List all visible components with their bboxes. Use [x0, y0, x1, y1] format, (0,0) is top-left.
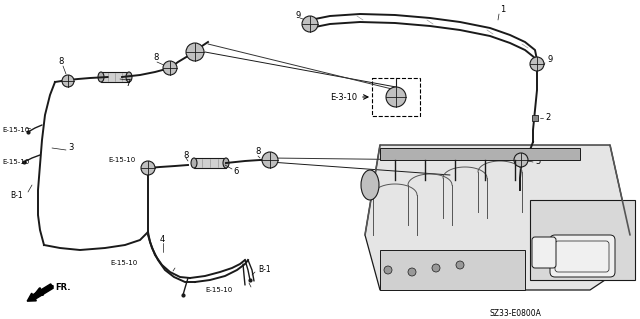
Text: B-1: B-1: [258, 265, 271, 275]
Circle shape: [432, 264, 440, 272]
Circle shape: [408, 268, 416, 276]
Text: E-15-10: E-15-10: [2, 127, 29, 133]
Text: FR.: FR.: [55, 283, 70, 292]
Bar: [380, 250, 525, 290]
Ellipse shape: [191, 158, 197, 168]
Circle shape: [514, 153, 528, 167]
Text: 1: 1: [500, 5, 505, 14]
Text: 9: 9: [548, 56, 553, 64]
Text: 5: 5: [535, 158, 540, 167]
Ellipse shape: [126, 72, 132, 82]
Text: 6: 6: [233, 167, 238, 176]
Text: SZ33-E0800A: SZ33-E0800A: [490, 308, 542, 317]
Text: 8: 8: [58, 57, 63, 66]
Text: B-1: B-1: [10, 190, 22, 199]
Circle shape: [530, 57, 544, 71]
FancyBboxPatch shape: [550, 235, 615, 277]
Text: 8: 8: [255, 147, 260, 157]
Circle shape: [386, 87, 406, 107]
Text: 8: 8: [153, 54, 158, 63]
Ellipse shape: [361, 170, 379, 200]
Text: E-15-10: E-15-10: [108, 157, 135, 163]
Ellipse shape: [223, 158, 229, 168]
Text: E-3-10: E-3-10: [330, 93, 357, 101]
Circle shape: [302, 16, 318, 32]
Text: E-15-10: E-15-10: [110, 260, 137, 266]
Circle shape: [384, 266, 392, 274]
Text: 9: 9: [295, 11, 300, 19]
Text: 8: 8: [183, 151, 188, 160]
Circle shape: [456, 261, 464, 269]
Circle shape: [62, 75, 74, 87]
Text: 4: 4: [160, 235, 165, 244]
Bar: [194, 158, 226, 168]
Circle shape: [163, 61, 177, 75]
FancyArrow shape: [27, 284, 53, 301]
Polygon shape: [365, 145, 630, 290]
Text: E-15-10: E-15-10: [205, 287, 232, 293]
Text: E-15-10: E-15-10: [2, 159, 29, 165]
Bar: [101, 72, 129, 82]
Bar: [380, 148, 580, 160]
FancyBboxPatch shape: [532, 237, 556, 268]
Text: 3: 3: [68, 144, 74, 152]
Circle shape: [141, 161, 155, 175]
Text: 7: 7: [125, 78, 131, 87]
Polygon shape: [530, 200, 635, 280]
Circle shape: [262, 152, 278, 168]
Circle shape: [186, 43, 204, 61]
Ellipse shape: [98, 72, 104, 82]
Text: 2: 2: [545, 114, 550, 122]
